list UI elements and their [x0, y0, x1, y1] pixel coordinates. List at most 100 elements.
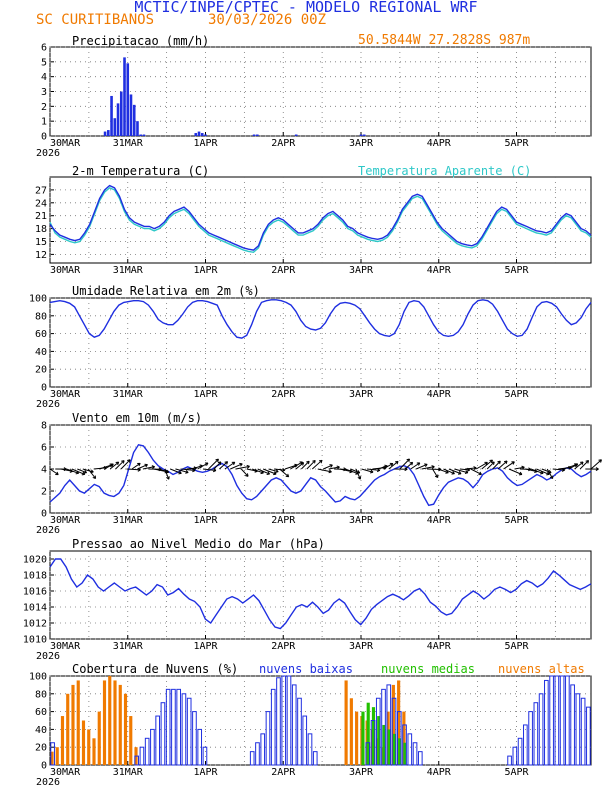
- cloud-low-bar: [529, 712, 533, 765]
- precip-bar: [107, 130, 110, 136]
- cloud-low-bar: [581, 698, 585, 765]
- cloud-low-bar: [413, 743, 417, 765]
- temp-legend: Temperatura Aparente (C): [358, 164, 531, 178]
- x-tick-label: 4APR: [427, 641, 452, 652]
- cloud-title: Cobertura de Nuvens (%): [72, 662, 238, 676]
- precip-bar: [120, 92, 123, 137]
- y-tick-label: 1018: [23, 571, 47, 582]
- y-tick-label: 6: [41, 443, 47, 454]
- cloud-legend-low: nuvens baixas: [259, 662, 353, 676]
- cloud-low-bar: [203, 747, 207, 765]
- cloud-high-bar: [87, 729, 90, 765]
- x-tick-label: 5APR: [504, 515, 529, 526]
- y-tick-label: 3: [41, 87, 47, 98]
- x-tick-label: 5APR: [504, 767, 529, 778]
- precip-bar: [256, 135, 259, 136]
- x-tick-label: 1APR: [193, 767, 218, 778]
- cloud-low-bar: [277, 678, 281, 765]
- x-tick-label: 5APR: [504, 265, 529, 276]
- cloud-high-bar: [124, 694, 127, 765]
- y-tick-label: 27: [35, 185, 47, 196]
- cloud-high-bar: [82, 721, 85, 766]
- y-tick-label: 18: [35, 224, 47, 235]
- cloud-low-bar: [576, 694, 580, 765]
- cloud-high-bar: [345, 680, 348, 765]
- cloud-low-bar: [145, 738, 149, 765]
- y-tick-label: 80: [35, 689, 47, 700]
- cloud-low-bar: [408, 734, 412, 765]
- precip-bar: [204, 135, 207, 136]
- cloud-low-bar: [566, 676, 570, 765]
- cloud-high-bar: [108, 676, 111, 765]
- cloud-high-bar: [98, 712, 101, 765]
- temp-title: 2-m Temperatura (C): [72, 164, 209, 178]
- cloud-low-bar: [140, 747, 144, 765]
- x-tick-label: 4APR: [427, 767, 452, 778]
- cloud-low-bar: [166, 689, 170, 765]
- cloud-low-bar: [550, 676, 554, 765]
- cloud-legend-high: nuvens altas: [498, 662, 585, 676]
- precip-bar: [117, 103, 120, 136]
- x-tick-label: 31MAR: [113, 265, 144, 276]
- cloud-low-bar: [571, 685, 575, 765]
- precip-bar: [136, 121, 139, 136]
- x-tick-label: 31MAR: [113, 389, 144, 400]
- cloud-high-bar: [61, 716, 64, 765]
- y-tick-label: 20: [35, 743, 47, 754]
- y-tick-label: 100: [29, 672, 47, 683]
- wind-speed-line: [50, 445, 591, 506]
- cloud-low-bar: [271, 689, 275, 765]
- x-tick-label: 1APR: [193, 641, 218, 652]
- x-tick-label: 31MAR: [113, 767, 144, 778]
- x-tick-label: 1APR: [193, 389, 218, 400]
- precip-bar: [201, 133, 204, 136]
- x-tick-label: 2APR: [271, 138, 296, 149]
- cloud-low-bar: [298, 698, 302, 765]
- header-station: SC CURITIBANOS: [36, 12, 154, 28]
- x-tick-label: 2APR: [271, 515, 296, 526]
- x-year-label: 2026: [36, 399, 60, 410]
- humidity-title: Umidade Relativa em 2m (%): [72, 284, 260, 298]
- y-tick-label: 2: [41, 102, 47, 113]
- cloud-low-bar: [261, 734, 265, 765]
- header-coords: 50.5844W 27.2828S 987m: [358, 33, 530, 48]
- y-tick-label: 1: [41, 117, 47, 128]
- cloud-high-bar: [77, 680, 80, 765]
- y-tick-label: 0: [41, 383, 47, 394]
- x-year-label: 2026: [36, 148, 60, 159]
- cloud-low-bar: [250, 752, 254, 765]
- y-tick-label: 0: [41, 761, 47, 772]
- cloud-high-bar: [129, 716, 132, 765]
- cloud-high-bar: [66, 694, 69, 765]
- x-tick-label: 5APR: [504, 138, 529, 149]
- x-tick-label: 3APR: [349, 515, 374, 526]
- x-tick-label: 4APR: [427, 389, 452, 400]
- x-tick-label: 2APR: [271, 641, 296, 652]
- panel-frame: [50, 551, 591, 639]
- y-tick-label: 60: [35, 329, 47, 340]
- y-tick-label: 24: [35, 198, 47, 209]
- x-tick-label: 2APR: [271, 389, 296, 400]
- wind-title: Vento em 10m (m/s): [72, 411, 202, 425]
- x-tick-label: 31MAR: [113, 515, 144, 526]
- cloud-high-bar: [119, 685, 122, 765]
- precip-bar: [133, 105, 136, 136]
- x-tick-label: 5APR: [504, 389, 529, 400]
- precip-bar: [360, 135, 363, 136]
- y-tick-label: 15: [35, 237, 47, 248]
- x-tick-label: 1APR: [193, 265, 218, 276]
- y-tick-label: 1016: [23, 587, 47, 598]
- precip-bar: [126, 63, 129, 136]
- cloud-high-bar: [92, 738, 95, 765]
- pressure-line: [50, 559, 591, 629]
- y-tick-label: 60: [35, 707, 47, 718]
- x-tick-label: 31MAR: [113, 138, 144, 149]
- precip-bar: [143, 135, 146, 136]
- cloud-low-bar: [287, 676, 291, 765]
- y-tick-label: 4: [41, 72, 47, 83]
